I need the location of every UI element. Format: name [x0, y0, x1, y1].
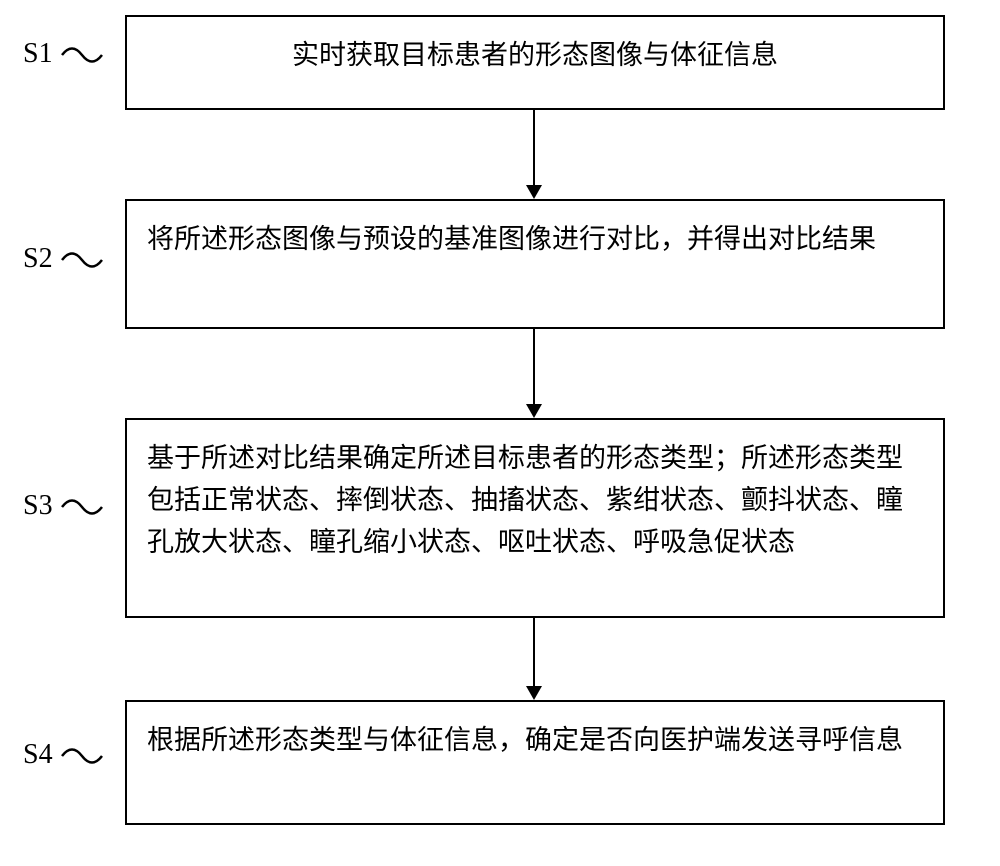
- box-text-s2: 将所述形态图像与预设的基准图像进行对比，并得出对比结果: [147, 224, 876, 254]
- box-text-s1: 实时获取目标患者的形态图像与体征信息: [292, 40, 778, 70]
- flowchart-container: S1 实时获取目标患者的形态图像与体征信息 S2 将所述形态图像与预设的基准图像…: [0, 0, 1000, 866]
- arrow-head-icon: [526, 686, 542, 700]
- arrow-line: [533, 329, 535, 404]
- step-label-s2: S2: [23, 243, 53, 275]
- wave-icon: [60, 245, 110, 275]
- arrow-line: [533, 618, 535, 686]
- arrow-line: [533, 110, 535, 185]
- box-text-s4: 根据所述形态类型与体征信息，确定是否向医护端发送寻呼信息: [147, 725, 903, 755]
- step-label-s4: S4: [23, 739, 53, 771]
- arrow-head-icon: [526, 404, 542, 418]
- step-label-s1: S1: [23, 38, 53, 70]
- flowchart-box-s2: 将所述形态图像与预设的基准图像进行对比，并得出对比结果: [125, 199, 945, 329]
- wave-icon: [60, 492, 110, 522]
- flowchart-box-s1: 实时获取目标患者的形态图像与体征信息: [125, 15, 945, 110]
- wave-icon: [60, 741, 110, 771]
- box-text-s3: 基于所述对比结果确定所述目标患者的形态类型；所述形态类型包括正常状态、摔倒状态、…: [147, 443, 903, 557]
- arrow-head-icon: [526, 185, 542, 199]
- flowchart-box-s4: 根据所述形态类型与体征信息，确定是否向医护端发送寻呼信息: [125, 700, 945, 825]
- wave-icon: [60, 40, 110, 70]
- flowchart-box-s3: 基于所述对比结果确定所述目标患者的形态类型；所述形态类型包括正常状态、摔倒状态、…: [125, 418, 945, 618]
- step-label-s3: S3: [23, 490, 53, 522]
